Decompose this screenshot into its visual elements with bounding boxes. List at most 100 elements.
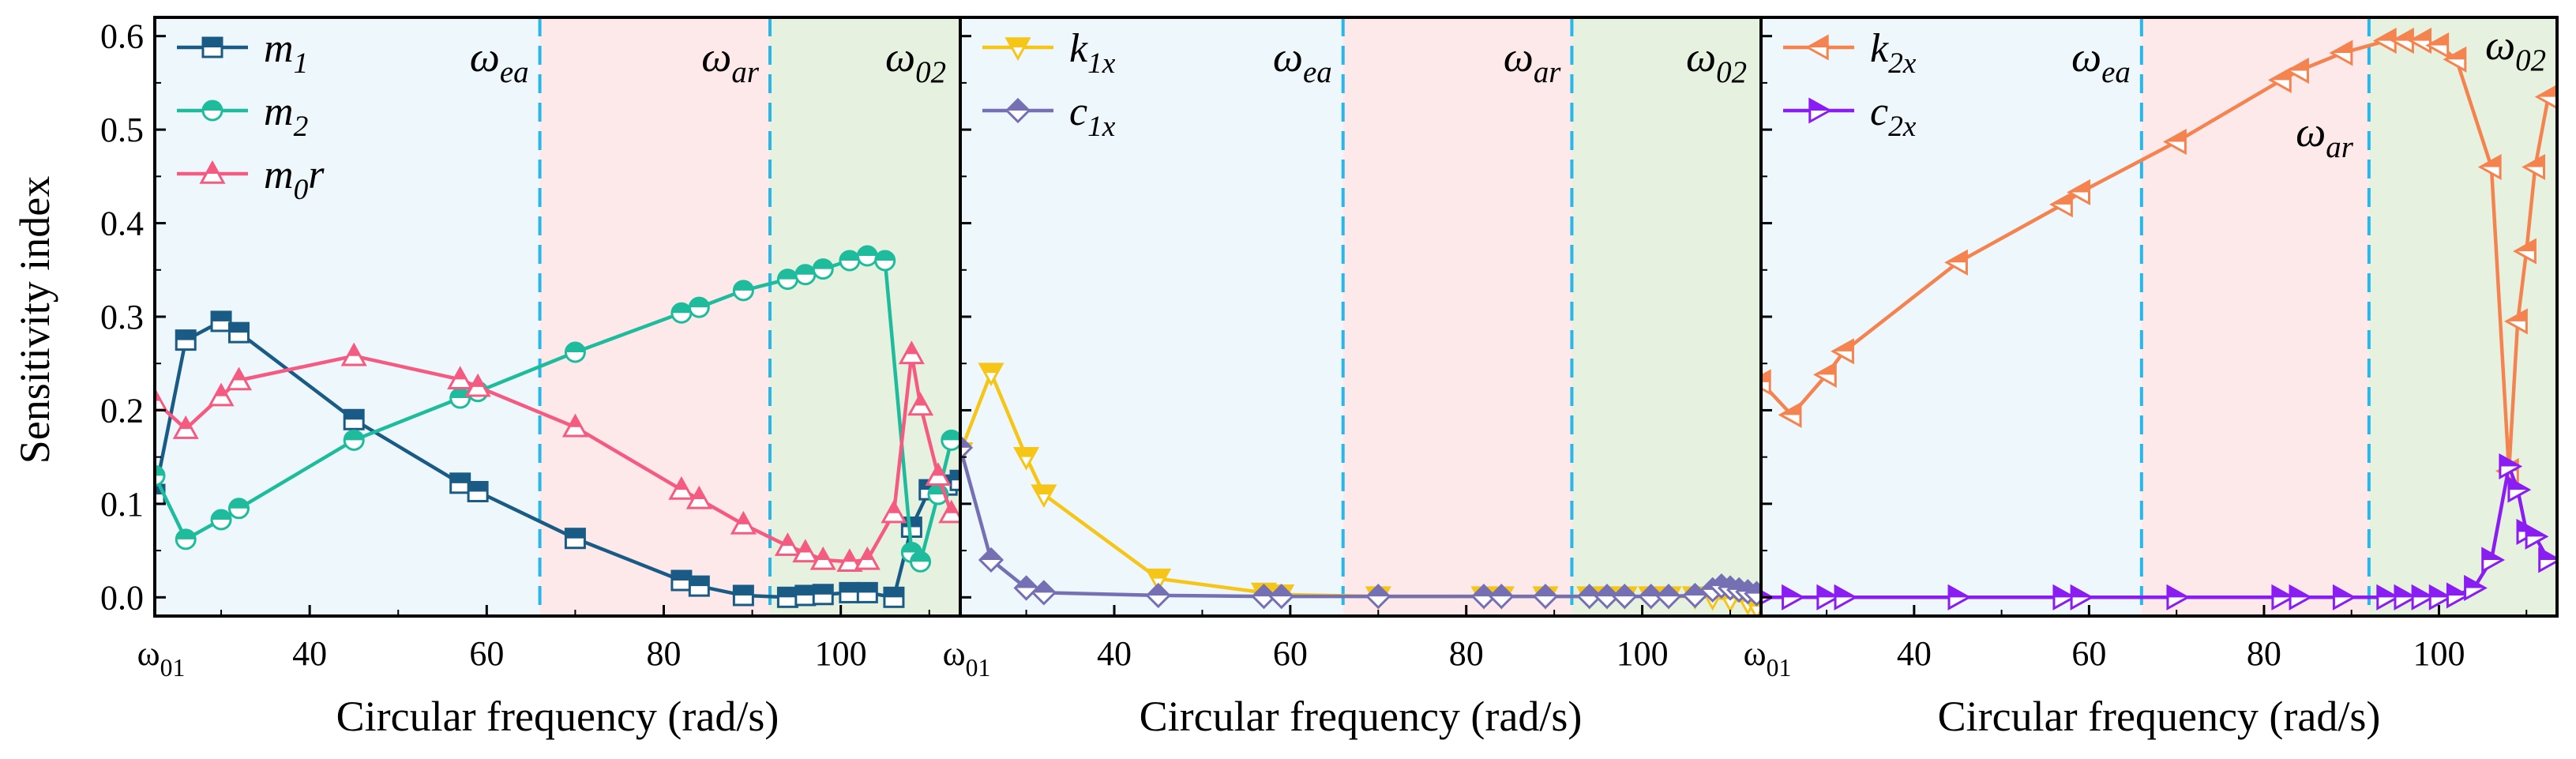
point-c2x-11 <box>2332 584 2356 611</box>
point-m2-10 <box>688 296 710 318</box>
panel-1: ωea ωar ω02 m1 m2 m0r ω01 40 60 80 100 Circular fre… <box>100 16 962 740</box>
y-axis: 0.0 0.1 0.2 0.3 0.4 0.5 0.6 <box>100 17 166 617</box>
point-m2-9 <box>670 302 693 324</box>
point-c2x-17 <box>2464 574 2488 602</box>
point-c1x-9 <box>1470 584 1497 610</box>
point-c2x-7 <box>2070 584 2094 611</box>
point-c2x-23 <box>2538 547 2557 573</box>
point-k2x-2 <box>1778 401 1802 428</box>
point-m0r-7 <box>464 373 491 397</box>
x-tick-label: 80 <box>647 634 682 673</box>
point-m1-21 <box>949 469 960 491</box>
y-tick-label: 0.4 <box>100 205 144 243</box>
series-c1x <box>960 434 1761 610</box>
x-axis: ω01 40 60 80 100 Circular frequency (rad/s) <box>1744 605 2528 740</box>
point-m0r-21 <box>938 499 960 524</box>
x-tick-label: 60 <box>1273 634 1308 673</box>
point-c1x-5 <box>1145 582 1171 609</box>
point-k1x-4 <box>1031 484 1057 509</box>
point-m2-6 <box>449 387 471 409</box>
x-axis-title: Circular frequency (rad/s) <box>336 693 779 740</box>
legend-marker-m2 <box>201 100 223 122</box>
point-c1x-15 <box>1638 584 1664 610</box>
x-tick-label: ω01 <box>943 634 991 682</box>
x-tick-label: 100 <box>815 634 867 673</box>
point-m1-8 <box>564 528 586 550</box>
point-m0r-9 <box>668 476 695 500</box>
point-c2x-16 <box>2446 582 2470 609</box>
point-c2x-22 <box>2525 523 2549 550</box>
x-tick-label: 60 <box>2071 634 2106 673</box>
point-c2x-20 <box>2507 476 2532 503</box>
point-k1x-3 <box>1013 446 1040 471</box>
point-k2x-10 <box>2285 57 2309 85</box>
point-c2x-14 <box>2411 584 2435 611</box>
point-m1-12 <box>776 586 798 608</box>
legend: m1 m2 m0r <box>177 26 325 206</box>
point-k2x-22 <box>2534 85 2557 110</box>
point-c1x-4 <box>1031 580 1057 606</box>
point-m0r-16 <box>854 546 881 570</box>
point-m2-15 <box>839 250 861 272</box>
y-tick-label: 0.0 <box>100 578 144 617</box>
series-m0r <box>155 340 960 573</box>
point-c1x-2 <box>978 547 1004 573</box>
point-m2-11 <box>732 280 754 302</box>
legend-label-m1: m1 <box>264 26 308 80</box>
point-m1-14 <box>812 584 834 606</box>
point-c2x-2 <box>1782 584 1805 611</box>
point-m2-16 <box>856 245 878 267</box>
x-axis-title: Circular frequency (rad/s) <box>1938 693 2381 740</box>
y-tick-label: 0.5 <box>100 111 144 149</box>
region-ar <box>2141 17 2369 616</box>
point-m1-7 <box>467 480 489 502</box>
point-m2-14 <box>812 258 834 280</box>
point-c2x-18 <box>2481 547 2506 573</box>
point-k2x-15 <box>2425 32 2450 59</box>
legend-marker-m0r <box>199 160 226 184</box>
region-ea <box>1761 17 2142 616</box>
point-c2x-19 <box>2499 453 2523 480</box>
point-c2x-5 <box>1947 584 1972 611</box>
legend-label-k2x: k2x <box>1870 26 1917 80</box>
point-c2x-4 <box>1834 584 1858 611</box>
point-m2-12 <box>776 269 798 291</box>
point-k2x-14 <box>2408 28 2432 54</box>
x-tick-label: 100 <box>1617 634 1669 673</box>
point-m2-1 <box>155 464 166 487</box>
point-m1-16 <box>856 581 878 603</box>
x-tick-label: 40 <box>292 634 327 673</box>
point-c1x-16 <box>1655 584 1682 610</box>
point-m1-2 <box>175 329 197 351</box>
point-m1-17 <box>883 586 905 608</box>
x-axis: ω01 40 60 80 100 Circular frequency (rad/s) <box>943 605 1731 740</box>
point-k2x-8 <box>2163 128 2187 156</box>
point-c2x-10 <box>2289 584 2313 611</box>
point-c2x-6 <box>2052 584 2077 611</box>
point-m0r-12 <box>774 532 801 556</box>
point-m0r-10 <box>685 485 712 509</box>
legend-marker-k1x <box>1004 37 1031 62</box>
point-k2x-9 <box>2267 66 2292 93</box>
point-m2-21 <box>941 429 960 451</box>
y-axis <box>960 35 971 599</box>
point-k1x-2 <box>978 363 1004 387</box>
point-m0r-19 <box>907 392 934 416</box>
point-c1x-8 <box>1365 584 1391 610</box>
region-label-ar: ωar <box>1504 33 1562 89</box>
region-label-ea: ωea <box>1273 33 1332 89</box>
point-m1-5 <box>343 408 365 430</box>
legend-marker-c1x <box>1004 97 1031 124</box>
x-tick-label: ω01 <box>1744 634 1792 682</box>
point-m2-8 <box>564 341 586 363</box>
point-c1x-14 <box>1612 584 1638 610</box>
point-k2x-3 <box>1812 361 1837 388</box>
region-o2 <box>1572 17 1761 616</box>
region-o2 <box>770 17 960 616</box>
point-k2x-20 <box>2513 238 2537 265</box>
